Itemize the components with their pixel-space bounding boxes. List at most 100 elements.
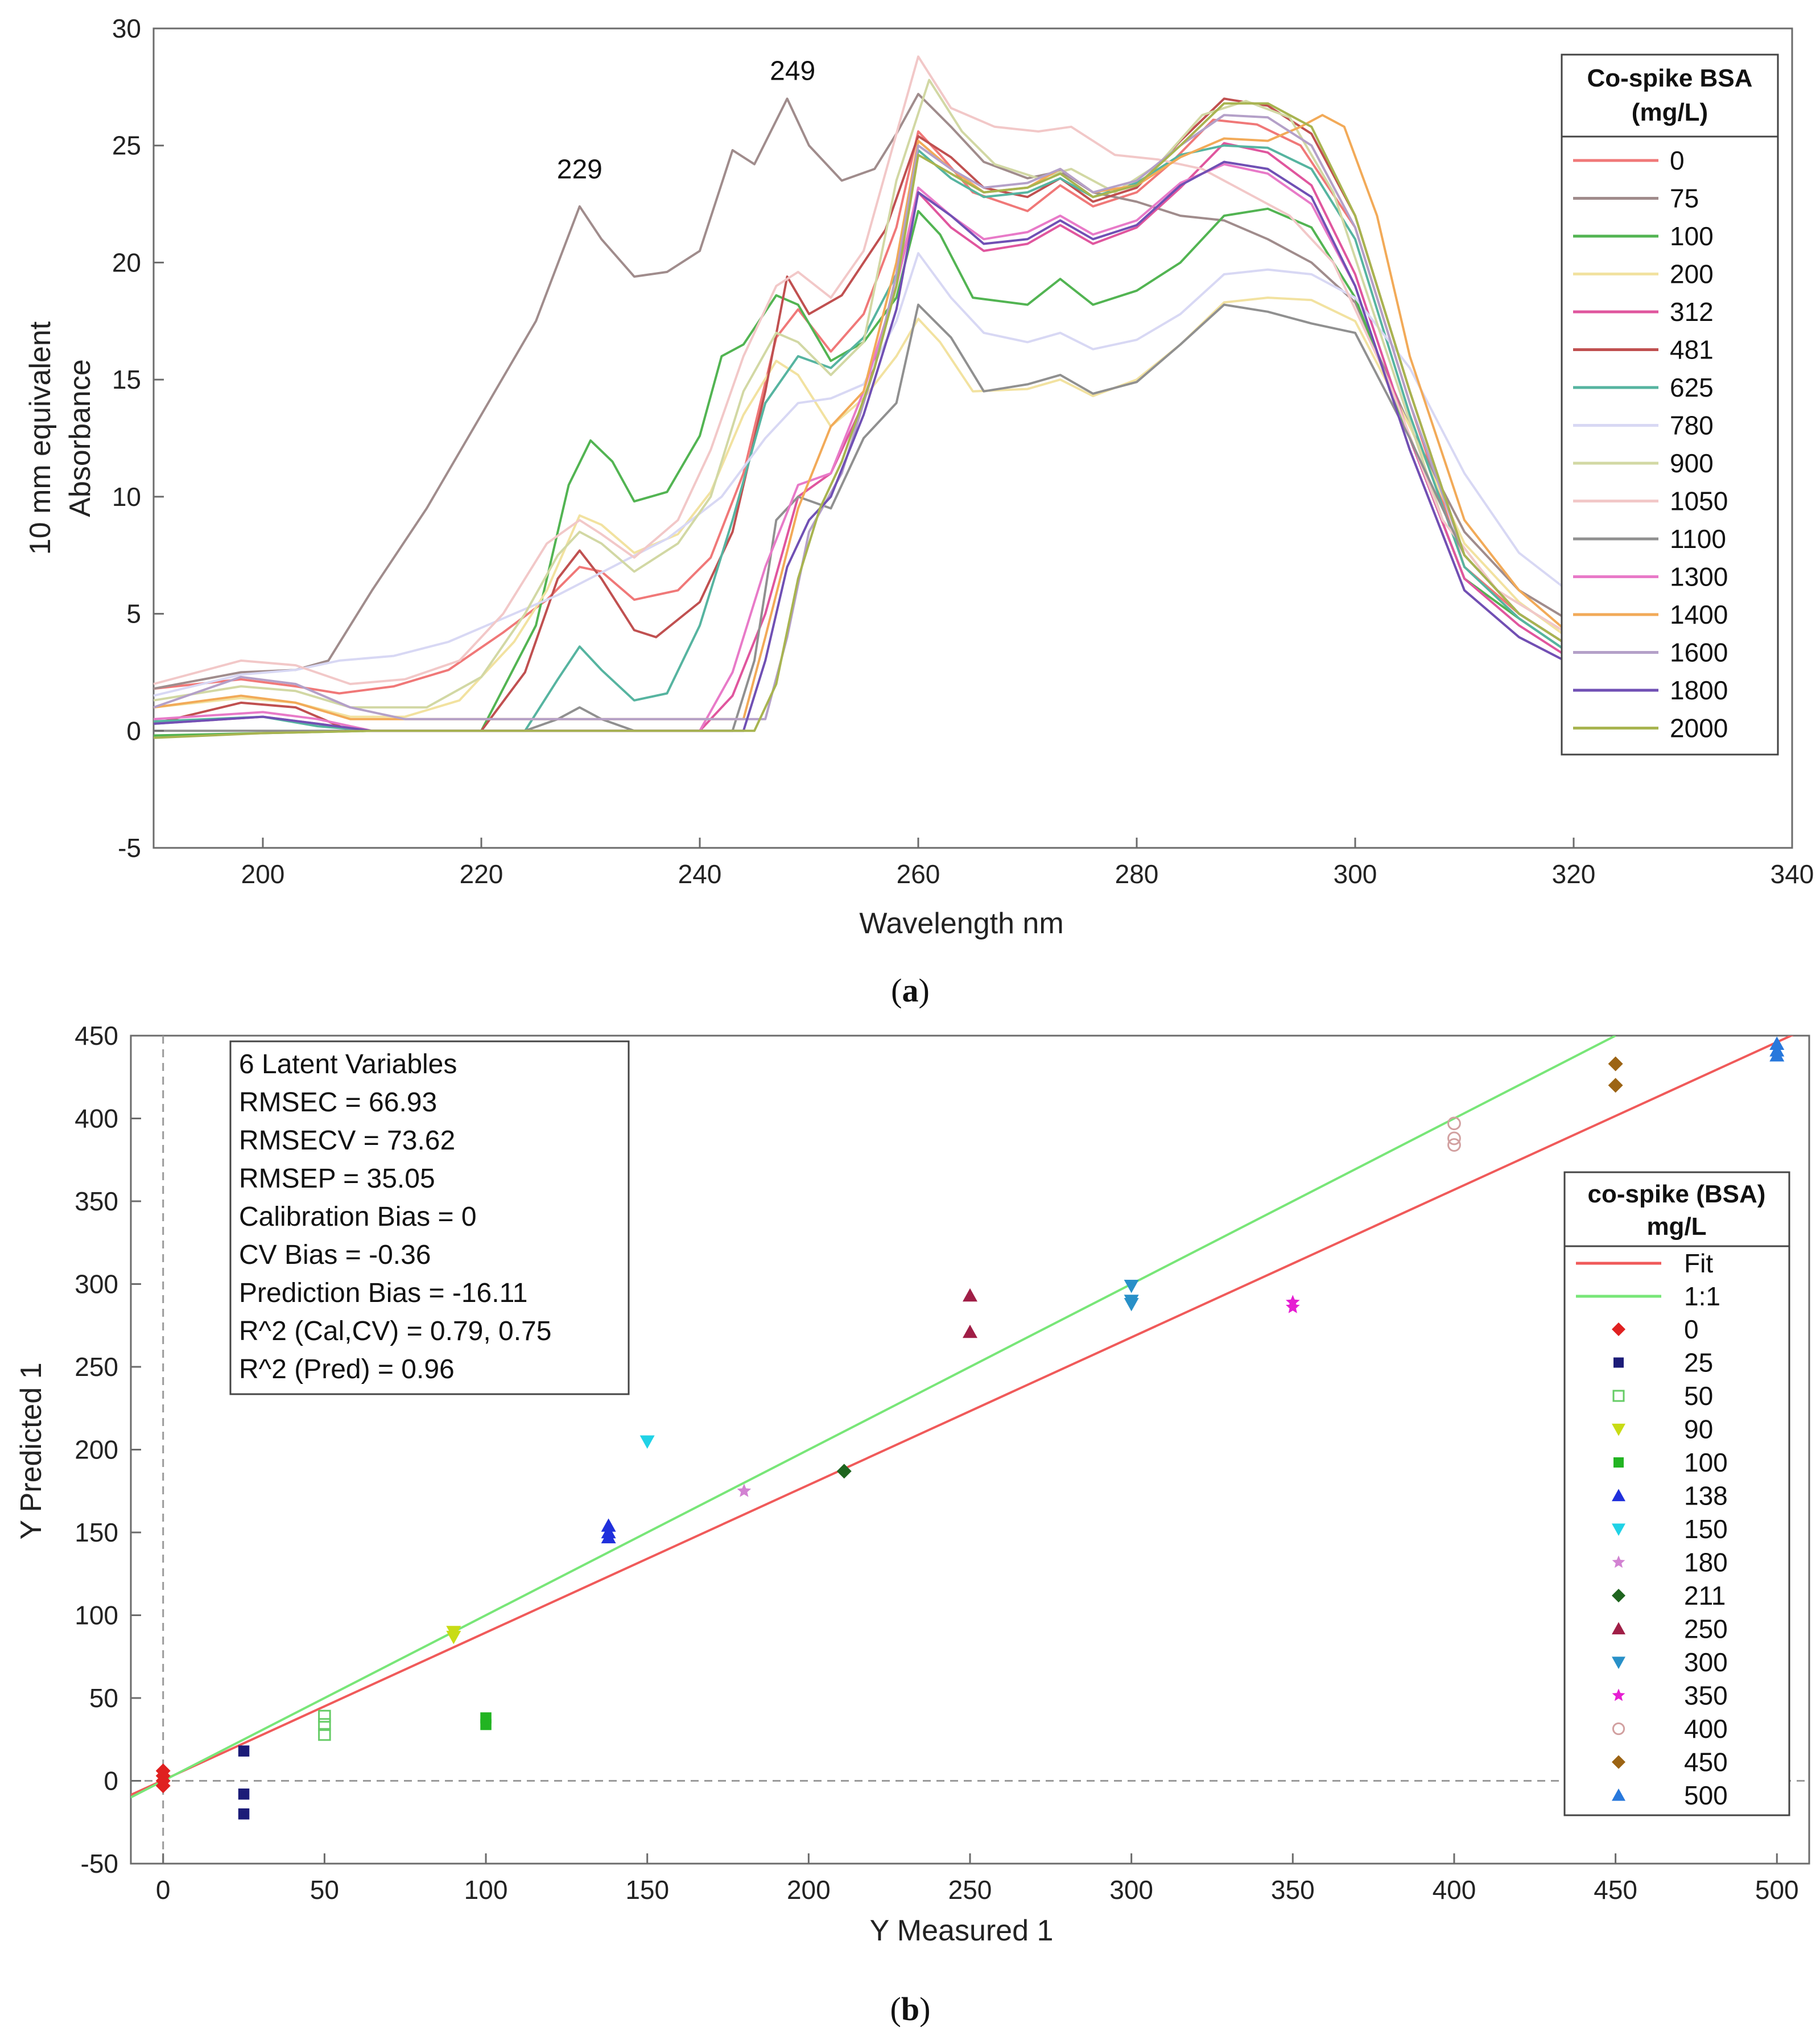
data-point-400 — [1447, 1131, 1461, 1145]
x-tick-label-b: 50 — [310, 1875, 339, 1905]
data-point-150 — [639, 1435, 655, 1449]
statistic-line: R^2 (Cal,CV) = 0.79, 0.75 — [239, 1316, 551, 1346]
legend-b-title-line1: co-spike (BSA) — [1588, 1180, 1766, 1208]
legend-b-label: 450 — [1684, 1748, 1728, 1777]
x-tick-label-b: 150 — [625, 1875, 669, 1905]
statistic-line: RMSECV = 73.62 — [239, 1126, 455, 1156]
x-tick-label-b: 0 — [156, 1875, 171, 1905]
y-tick-label-b: 150 — [75, 1518, 118, 1547]
legend-b-label: 400 — [1684, 1714, 1728, 1744]
legend-a-label: 75 — [1670, 184, 1699, 213]
y-tick-label-b: 100 — [75, 1601, 118, 1630]
panel-letter-b: b — [901, 1991, 919, 2027]
statistic-line: Calibration Bias = 0 — [239, 1202, 477, 1232]
legend-b-title-line2: mg/L — [1646, 1213, 1706, 1241]
y-tick-label-b: 50 — [89, 1683, 118, 1713]
legend-b-label: 150 — [1684, 1514, 1728, 1544]
spectra-series — [153, 55, 1575, 739]
legend-b-marker — [1612, 1755, 1625, 1769]
legend-b-marker — [1612, 1322, 1625, 1336]
axes-a-ticks: 200 220 240 260 280 300 320 340 -5 0 5 10 15 20 25 30 — [112, 14, 1814, 889]
legend-a-label: 1050 — [1670, 487, 1728, 516]
legend-a-label: 481 — [1670, 335, 1714, 365]
y-axis-label-a-line1: 10 mm equivalent — [24, 321, 57, 555]
statistic-line: R^2 (Pred) = 0.96 — [239, 1354, 455, 1384]
legend-b-marker — [1612, 1589, 1625, 1602]
x-tick-label-a: 260 — [897, 859, 940, 889]
statistic-line: 6 Latent Variables — [239, 1049, 457, 1079]
x-tick-label-b: 100 — [464, 1875, 508, 1905]
legend-a-title-line2: (mg/L) — [1632, 98, 1708, 126]
x-tick-label-b: 450 — [1594, 1875, 1637, 1905]
data-point-138 — [601, 1518, 616, 1532]
legend-b-marker — [1612, 1390, 1625, 1402]
peak-label: 229 — [557, 154, 602, 184]
x-tick-label-a: 300 — [1334, 859, 1377, 889]
legend-b-label: 50 — [1684, 1381, 1713, 1411]
scatter-points — [155, 1036, 1785, 1820]
y-tick-label-b: 0 — [104, 1766, 118, 1796]
data-point-300 — [1124, 1298, 1139, 1312]
data-point-350 — [1285, 1300, 1300, 1313]
legend-a-label: 1800 — [1670, 675, 1728, 705]
data-point-400 — [1447, 1116, 1461, 1131]
data-point-50 — [318, 1728, 331, 1741]
y-tick-label-b: 400 — [75, 1104, 118, 1134]
peak-label: 249 — [770, 56, 815, 86]
spectra-chart: 200 220 240 260 280 300 320 340 -5 0 5 10 15 20 25 30 2… — [24, 14, 1814, 940]
data-point-450 — [1608, 1056, 1623, 1072]
spectrum-line-75 — [153, 93, 1575, 690]
x-tick-label-b: 350 — [1271, 1875, 1315, 1905]
spectrum-line-1400 — [153, 114, 1575, 720]
spectrum-line-100 — [153, 207, 1575, 737]
spectrum-line-1050 — [153, 55, 1575, 685]
legend-a-label: 0 — [1670, 146, 1685, 175]
legend-b-label: 250 — [1684, 1614, 1728, 1644]
x-tick-label-b: 400 — [1433, 1875, 1476, 1905]
y-tick-label-a: 5 — [126, 599, 141, 629]
spectrum-line-1100 — [154, 303, 1575, 732]
legend-b-marker — [1612, 1489, 1625, 1502]
legend-a-box — [1561, 53, 1779, 756]
spectrum-line-780 — [153, 252, 1575, 697]
y-tick-label-b: -50 — [81, 1849, 118, 1878]
data-point-250 — [963, 1324, 977, 1338]
statistic-line: CV Bias = -0.36 — [239, 1240, 431, 1270]
data-point-50 — [318, 1718, 331, 1731]
legend-b-label: 100 — [1684, 1448, 1728, 1477]
legend-b-marker — [1612, 1656, 1625, 1669]
y-tick-label-b: 300 — [75, 1270, 118, 1299]
y-tick-label-a: 30 — [112, 14, 141, 43]
spectrum-line-1800 — [153, 160, 1574, 732]
legend-b-marker — [1612, 1423, 1625, 1436]
legend-a-label: 1100 — [1670, 524, 1726, 554]
axes-b-ticks: 0 50 100 150 200 250 300 350 400 450 500-500501001… — [75, 1021, 1798, 1905]
legend-b-label: 1:1 — [1684, 1281, 1720, 1311]
legend-a-label: 1600 — [1670, 638, 1728, 667]
y-axis-label-a-line2: Absorbance — [64, 359, 97, 517]
statistics-box: 6 Latent Variables RMSEC = 66.93 RMSECV = … — [229, 1040, 630, 1395]
legend-b-marker — [1613, 1357, 1624, 1368]
x-tick-label-a: 240 — [678, 859, 722, 889]
data-point-25 — [238, 1745, 250, 1757]
y-tick-label-a: 0 — [126, 716, 141, 745]
spectrum-line-2000 — [153, 102, 1575, 739]
y-tick-label-a: -5 — [118, 833, 141, 863]
x-tick-label-a: 280 — [1115, 859, 1159, 889]
legend-b-marker — [1612, 1622, 1625, 1635]
zero-reference-lines — [131, 1036, 1809, 1864]
legend-b-label: 180 — [1684, 1548, 1728, 1577]
x-tick-label-b: 250 — [948, 1875, 992, 1905]
statistic-line: Prediction Bias = -16.11 — [239, 1278, 527, 1308]
legend-a-label: 100 — [1670, 221, 1714, 251]
legend-b: co-spike (BSA) mg/L Fit1:102550901001381… — [1563, 1171, 1790, 1816]
legend-a-label: 312 — [1670, 297, 1714, 327]
y-tick-label-b: 200 — [75, 1435, 118, 1465]
legend-b-marker — [1612, 1523, 1625, 1536]
data-point-0 — [155, 1763, 171, 1779]
legend-b-label: 300 — [1684, 1647, 1728, 1677]
x-axis-label-a: Wavelength nm — [859, 907, 1063, 940]
x-tick-label-b: 200 — [787, 1875, 831, 1905]
